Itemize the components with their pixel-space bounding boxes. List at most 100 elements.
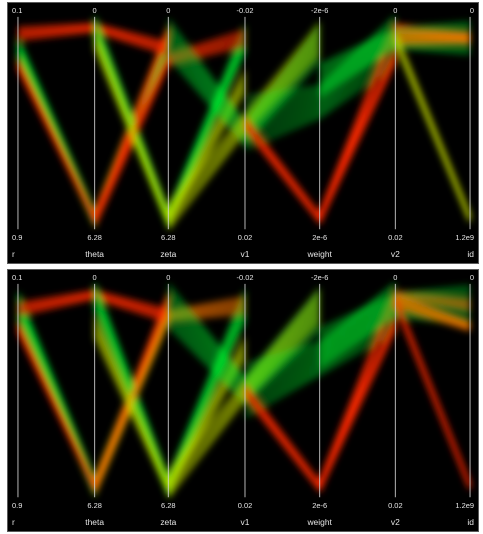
data-band-line xyxy=(16,305,170,492)
axis-label-weight: weight xyxy=(306,249,332,259)
data-band-line xyxy=(16,35,170,225)
axis-bottom-tick-weight: 2e-6 xyxy=(312,501,327,510)
axis-label-id: id xyxy=(467,517,474,527)
data-band-line xyxy=(16,43,170,226)
data-band-line xyxy=(16,299,170,492)
data-band-line xyxy=(16,33,170,224)
data-band-line xyxy=(16,27,170,221)
data-band-line xyxy=(16,309,170,494)
data-band-line xyxy=(16,295,170,486)
axis-label-v1: v1 xyxy=(241,517,250,527)
axis-top-tick-theta: 0 xyxy=(93,6,97,15)
data-band-line xyxy=(16,291,170,483)
axis-top-tick-weight: -2e-6 xyxy=(311,6,328,15)
data-band-line xyxy=(16,31,170,223)
axis-bottom-tick-weight: 2e-6 xyxy=(312,233,327,242)
parallel-coordinates-plot-top: 0.1 0.9 r 0 6.28 theta 0 6.28 zeta -0.02 0.02 v1 -2e… xyxy=(12,6,474,259)
axis-top-tick-weight: -2e-6 xyxy=(311,273,328,282)
axis-top-tick-v2: 0 xyxy=(393,6,397,15)
axis-top-tick-theta: 0 xyxy=(93,273,97,282)
data-band-line xyxy=(16,25,170,220)
axis-top-tick-v1: -0.02 xyxy=(237,273,254,282)
data-band-line xyxy=(16,31,170,220)
data-band-line xyxy=(16,29,170,222)
axis-label-r: r xyxy=(12,517,15,527)
axis-bottom-tick-r: 0.9 xyxy=(12,501,22,510)
axis-label-r: r xyxy=(12,249,15,259)
data-band-line xyxy=(16,301,170,489)
parallel-coordinates-panel-bottom: 0.1 0.9 r 0 6.28 theta 0 6.28 zeta -0.02 0.02 v1 -2e… xyxy=(7,269,479,532)
data-band-line xyxy=(16,35,170,221)
data-band-line xyxy=(16,299,170,488)
data-band-line xyxy=(16,30,170,223)
axis-label-theta: theta xyxy=(85,249,104,259)
data-band-line xyxy=(93,309,246,494)
data-band-line xyxy=(16,38,170,223)
data-band-line xyxy=(16,295,170,489)
axis-bottom-tick-zeta: 6.28 xyxy=(161,501,176,510)
data-band-line xyxy=(16,34,170,225)
data-band-line xyxy=(16,28,170,218)
data-band-line xyxy=(16,29,170,222)
axis-bottom-tick-id: 1.2e9 xyxy=(455,233,474,242)
axis-top-tick-r: 0.1 xyxy=(12,273,22,282)
axis-top-tick-v2: 0 xyxy=(393,273,397,282)
data-band-line xyxy=(16,297,170,490)
data-band-line xyxy=(16,297,170,487)
data-band-line xyxy=(16,293,170,485)
axis-label-id: id xyxy=(467,249,474,259)
data-band-line xyxy=(16,294,170,489)
data-band-line xyxy=(16,315,170,497)
data-band-line xyxy=(16,36,170,226)
data-band-line xyxy=(16,40,170,224)
data-band-line xyxy=(16,30,170,219)
axis-top-tick-r: 0.1 xyxy=(12,6,22,15)
axis-bottom-tick-r: 0.9 xyxy=(12,233,22,242)
data-band-line xyxy=(16,301,170,493)
axis-bottom-tick-v2: 0.02 xyxy=(388,233,403,242)
data-bands xyxy=(16,282,472,500)
axis-bottom-tick-zeta: 6.28 xyxy=(161,233,176,242)
data-band-line xyxy=(16,292,170,488)
axis-label-v2: v2 xyxy=(391,249,400,259)
axis-top-tick-v1: -0.02 xyxy=(237,6,254,15)
axis-label-theta: theta xyxy=(85,517,104,527)
axis-bottom-tick-id: 1.2e9 xyxy=(455,501,474,510)
data-band-line xyxy=(16,34,170,225)
axis-top-tick-zeta: 0 xyxy=(166,6,170,15)
data-band-line xyxy=(16,313,170,496)
parallel-coordinates-plot-bottom: 0.1 0.9 r 0 6.28 theta 0 6.28 zeta -0.02 0.02 v1 -2e… xyxy=(12,273,474,527)
axis-bottom-tick-v2: 0.02 xyxy=(388,501,403,510)
axis-label-zeta: zeta xyxy=(160,249,176,259)
data-band-line xyxy=(16,300,170,492)
axis-bottom-tick-theta: 6.28 xyxy=(87,501,102,510)
data-band-line xyxy=(16,298,170,491)
data-band-line xyxy=(16,307,170,493)
data-band-line xyxy=(16,296,170,490)
data-band-line xyxy=(16,301,170,493)
data-band-line xyxy=(16,46,170,228)
data-band-line xyxy=(16,32,170,224)
data-band-line xyxy=(393,305,472,491)
axis-label-zeta: zeta xyxy=(160,517,176,527)
axis-top-tick-id: 0 xyxy=(470,6,474,15)
axis-top-tick-id: 0 xyxy=(470,273,474,282)
data-band-line xyxy=(16,33,170,221)
axis-bottom-tick-theta: 6.28 xyxy=(87,233,102,242)
axis-label-weight: weight xyxy=(306,517,332,527)
data-band-line xyxy=(394,305,471,332)
parallel-coordinates-panel-top: 0.1 0.9 r 0 6.28 theta 0 6.28 zeta -0.02 0.02 v1 -2e… xyxy=(7,2,479,264)
data-band-line xyxy=(395,40,471,46)
data-band-line xyxy=(16,303,170,494)
axis-label-v2: v2 xyxy=(391,517,400,527)
axis-label-v1: v1 xyxy=(241,249,250,259)
data-band-line xyxy=(16,302,170,494)
data-band-line xyxy=(16,48,170,229)
data-band-line xyxy=(16,28,170,221)
data-band-line xyxy=(393,43,472,224)
data-band-line xyxy=(16,26,170,220)
data-band-line xyxy=(93,42,246,226)
axis-bottom-tick-v1: 0.02 xyxy=(238,501,253,510)
data-band-line xyxy=(16,41,170,225)
data-band-line xyxy=(16,297,170,491)
